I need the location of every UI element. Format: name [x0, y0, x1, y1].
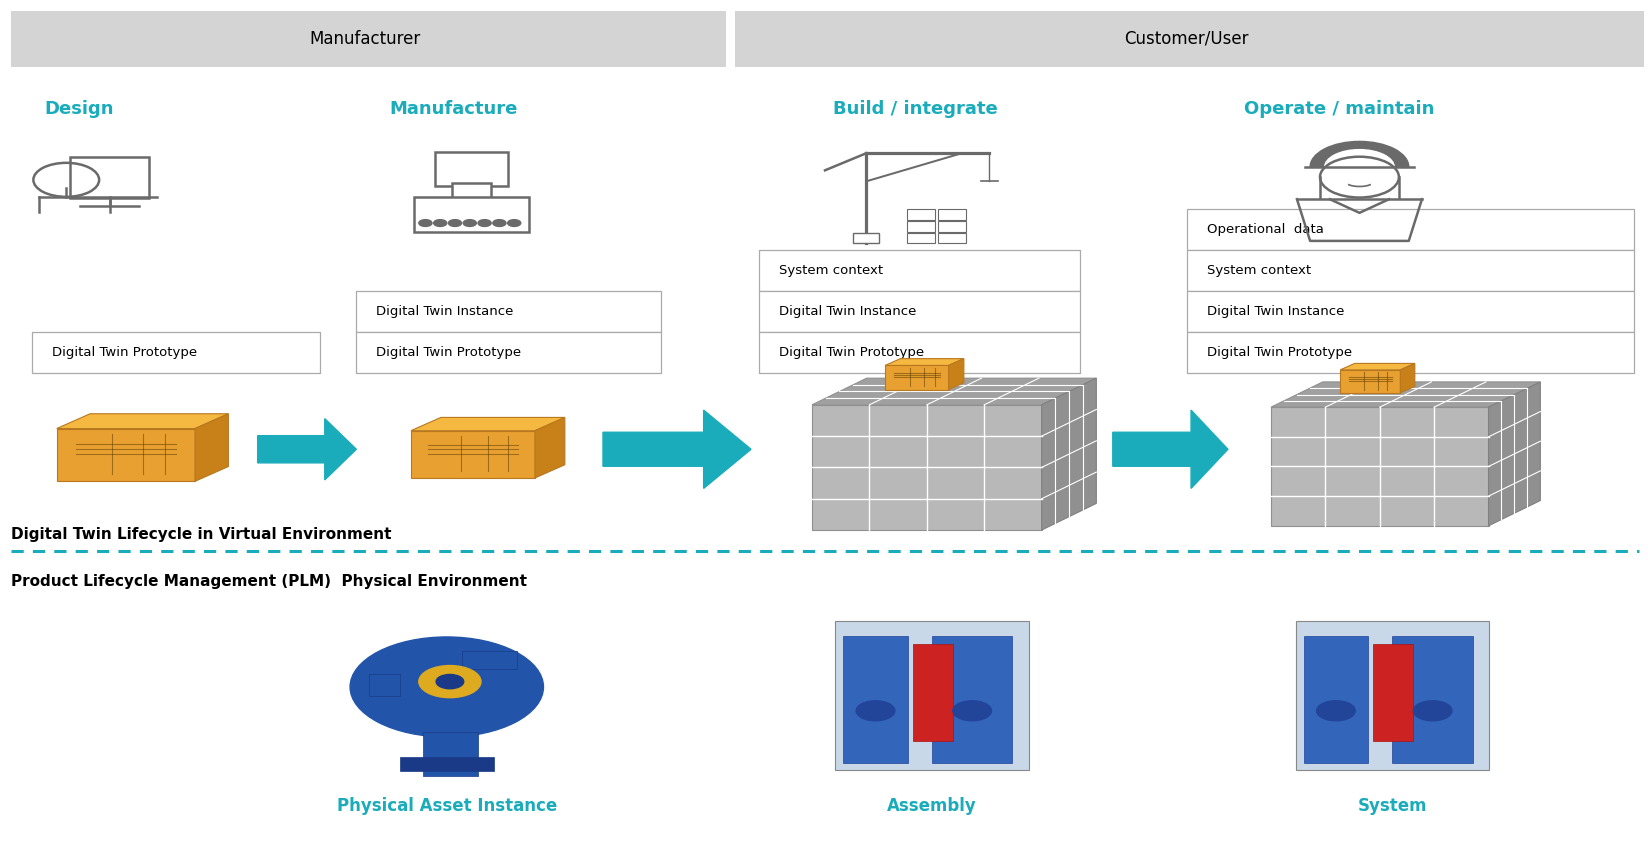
Circle shape	[350, 637, 543, 737]
Circle shape	[419, 665, 482, 698]
FancyBboxPatch shape	[368, 675, 399, 696]
Polygon shape	[411, 431, 535, 478]
FancyBboxPatch shape	[356, 332, 660, 372]
Circle shape	[449, 220, 462, 227]
Circle shape	[856, 701, 894, 721]
FancyBboxPatch shape	[1186, 332, 1634, 372]
Circle shape	[508, 220, 521, 227]
Text: Physical Asset Instance: Physical Asset Instance	[337, 798, 558, 816]
Text: Manufacture: Manufacture	[389, 100, 518, 118]
Polygon shape	[949, 359, 964, 389]
Polygon shape	[812, 405, 1041, 530]
FancyBboxPatch shape	[939, 233, 967, 243]
Circle shape	[1317, 701, 1355, 721]
FancyBboxPatch shape	[835, 621, 1028, 770]
Text: Assembly: Assembly	[888, 798, 977, 816]
FancyBboxPatch shape	[939, 210, 967, 220]
FancyBboxPatch shape	[853, 233, 879, 243]
FancyBboxPatch shape	[759, 291, 1079, 332]
FancyBboxPatch shape	[1295, 621, 1488, 770]
FancyBboxPatch shape	[452, 183, 492, 199]
FancyBboxPatch shape	[356, 291, 660, 332]
Text: Build / integrate: Build / integrate	[833, 100, 998, 118]
Polygon shape	[411, 418, 564, 431]
FancyBboxPatch shape	[939, 222, 967, 231]
Circle shape	[1414, 701, 1452, 721]
Text: Design: Design	[45, 100, 114, 118]
Polygon shape	[56, 413, 228, 429]
Polygon shape	[1270, 382, 1541, 407]
FancyBboxPatch shape	[908, 210, 936, 220]
FancyBboxPatch shape	[424, 732, 478, 776]
FancyBboxPatch shape	[908, 233, 936, 243]
FancyBboxPatch shape	[843, 636, 908, 763]
Circle shape	[478, 220, 492, 227]
FancyBboxPatch shape	[1186, 210, 1634, 250]
Polygon shape	[602, 410, 751, 489]
Text: Product Lifecycle Management (PLM)  Physical Environment: Product Lifecycle Management (PLM) Physi…	[12, 574, 526, 589]
Polygon shape	[1112, 410, 1228, 489]
Text: Digital Twin Instance: Digital Twin Instance	[1206, 305, 1343, 318]
Polygon shape	[535, 418, 564, 478]
Circle shape	[436, 675, 464, 689]
FancyBboxPatch shape	[462, 651, 516, 669]
Polygon shape	[812, 378, 1096, 405]
Polygon shape	[1401, 364, 1414, 393]
FancyBboxPatch shape	[759, 332, 1079, 372]
Text: Digital Twin Prototype: Digital Twin Prototype	[376, 346, 521, 359]
FancyBboxPatch shape	[1304, 636, 1368, 763]
Text: Digital Twin Prototype: Digital Twin Prototype	[779, 346, 924, 359]
Polygon shape	[1041, 378, 1096, 530]
FancyBboxPatch shape	[436, 152, 508, 186]
FancyBboxPatch shape	[71, 158, 148, 199]
FancyBboxPatch shape	[1186, 250, 1634, 291]
Text: Operate / maintain: Operate / maintain	[1244, 100, 1436, 118]
FancyBboxPatch shape	[734, 11, 1643, 67]
Circle shape	[464, 220, 477, 227]
Text: Customer/User: Customer/User	[1125, 30, 1249, 48]
Polygon shape	[1270, 407, 1488, 526]
Polygon shape	[884, 366, 949, 389]
Text: Digital Twin Lifecycle in Virtual Environment: Digital Twin Lifecycle in Virtual Enviro…	[12, 526, 391, 542]
FancyBboxPatch shape	[368, 607, 525, 785]
Polygon shape	[56, 429, 195, 481]
FancyBboxPatch shape	[33, 332, 320, 372]
Polygon shape	[1488, 382, 1541, 526]
FancyBboxPatch shape	[759, 250, 1079, 291]
Circle shape	[419, 220, 432, 227]
Polygon shape	[195, 413, 228, 481]
Text: System context: System context	[1206, 265, 1310, 277]
Text: System: System	[1358, 798, 1427, 816]
Polygon shape	[1340, 364, 1414, 370]
Text: System context: System context	[779, 265, 883, 277]
Circle shape	[434, 220, 447, 227]
Text: Digital Twin Prototype: Digital Twin Prototype	[1206, 346, 1351, 359]
FancyBboxPatch shape	[1373, 644, 1414, 740]
Text: Digital Twin Prototype: Digital Twin Prototype	[53, 346, 198, 359]
Circle shape	[493, 220, 507, 227]
FancyBboxPatch shape	[1186, 291, 1634, 332]
Wedge shape	[1310, 141, 1409, 167]
Circle shape	[952, 701, 992, 721]
Text: Digital Twin Instance: Digital Twin Instance	[779, 305, 916, 318]
Polygon shape	[884, 359, 964, 366]
FancyBboxPatch shape	[912, 644, 952, 740]
Polygon shape	[1340, 370, 1401, 393]
FancyBboxPatch shape	[399, 757, 493, 771]
Text: Operational  data: Operational data	[1206, 223, 1323, 236]
FancyBboxPatch shape	[1393, 636, 1473, 763]
FancyBboxPatch shape	[932, 636, 1013, 763]
Text: Digital Twin Instance: Digital Twin Instance	[376, 305, 513, 318]
Text: Manufacturer: Manufacturer	[309, 30, 421, 48]
FancyBboxPatch shape	[12, 11, 726, 67]
Polygon shape	[257, 419, 356, 480]
FancyBboxPatch shape	[414, 197, 530, 232]
FancyBboxPatch shape	[908, 222, 936, 231]
